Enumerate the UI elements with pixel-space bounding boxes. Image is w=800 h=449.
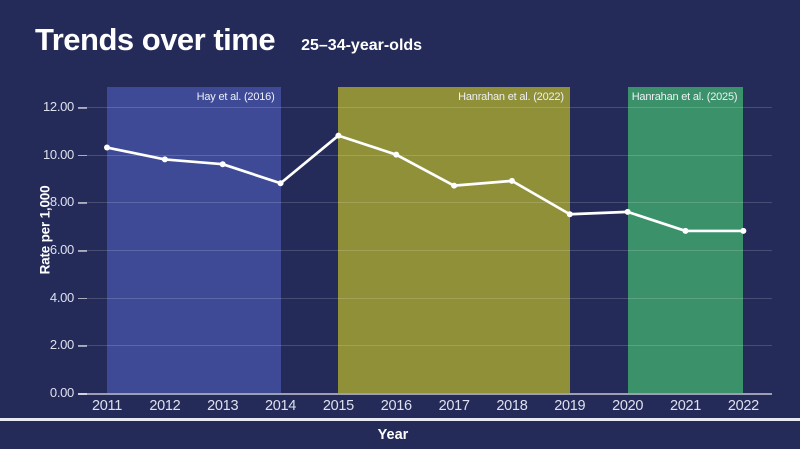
data-point	[508, 177, 515, 184]
page-title: Trends over time	[35, 22, 276, 57]
gridline	[78, 154, 772, 156]
data-point	[335, 132, 342, 139]
data-point	[219, 161, 226, 168]
data-point	[682, 227, 689, 234]
y-tick-label: 12.00	[42, 99, 74, 114]
y-tick-mark	[78, 297, 87, 300]
x-tick-label: 2014	[265, 398, 297, 414]
x-tick-label: 2011	[92, 398, 122, 414]
gridline	[78, 345, 772, 347]
x-tick-label: 2020	[612, 398, 644, 414]
gridline	[78, 250, 772, 251]
x-tick-label: 2021	[669, 398, 702, 414]
x-tick-label: 2019	[554, 398, 586, 414]
chart-header: Trends over time 25–34-year-olds	[35, 22, 422, 58]
data-point	[104, 144, 110, 151]
gridline	[78, 297, 772, 299]
data-point	[161, 156, 168, 163]
x-axis-title: Year	[377, 427, 409, 443]
x-tick-label: 2016	[380, 398, 412, 414]
y-tick-mark	[78, 250, 87, 252]
y-tick-label: 10.00	[42, 146, 74, 162]
data-point	[566, 211, 573, 218]
y-tick-mark	[78, 345, 87, 347]
y-tick-label: 6.00	[49, 242, 74, 257]
region-label: Hanrahan et al. (2025)	[631, 91, 738, 103]
data-point	[740, 227, 747, 234]
data-point	[393, 151, 400, 158]
x-tick-label: 2018	[496, 398, 528, 414]
y-tick-mark	[78, 154, 87, 157]
x-tick-label: 2022	[727, 398, 759, 414]
region-label: Hanrahan et al. (2022)	[458, 91, 564, 103]
y-tick-label: 8.00	[49, 194, 74, 210]
x-tick-label: 2013	[207, 398, 239, 414]
x-tick-label: 2015	[322, 398, 354, 414]
y-tick-mark	[78, 393, 87, 395]
page-subtitle: 25–34-year-olds	[301, 37, 423, 54]
data-point	[277, 180, 284, 187]
region-label: Hay et al. (2016)	[196, 91, 275, 103]
footer-separator	[0, 418, 800, 421]
gridline	[78, 107, 772, 108]
gridline	[78, 202, 772, 204]
data-point	[451, 182, 458, 189]
region-band	[627, 87, 744, 393]
y-tick-mark	[78, 107, 87, 109]
y-tick-label: 4.00	[49, 289, 74, 305]
region-band	[338, 87, 570, 393]
data-point	[624, 208, 631, 215]
y-tick-mark	[78, 202, 87, 204]
y-tick-label: 2.00	[49, 337, 74, 353]
x-tick-label: 2012	[149, 398, 181, 414]
x-axis-line	[78, 393, 772, 395]
x-tick-label: 2017	[438, 398, 470, 414]
y-tick-label: 0.00	[49, 385, 74, 400]
trend-line	[105, 134, 745, 233]
region-band	[107, 87, 281, 393]
